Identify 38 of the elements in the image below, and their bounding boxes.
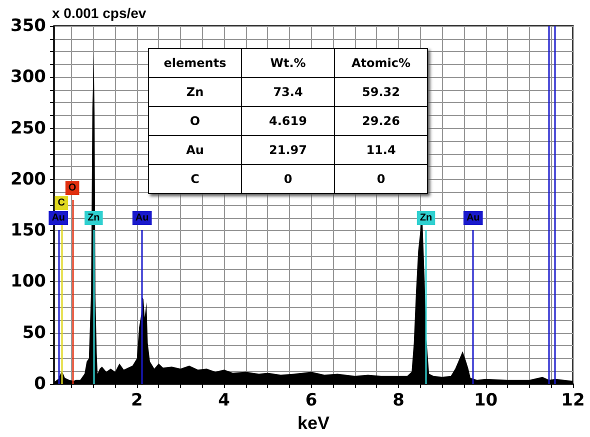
ref-line-label: C <box>58 198 66 209</box>
annotation: 4.619 <box>242 106 334 136</box>
x-tick-label: 12 <box>561 390 585 410</box>
y-tick-label: 350 <box>10 16 46 36</box>
x-tick-label: 6 <box>305 390 318 410</box>
annotation: 0 <box>242 164 334 194</box>
annotation: 11.4 <box>334 136 428 164</box>
y-tick-label: 300 <box>10 67 46 88</box>
y-tick-label: 200 <box>10 169 46 190</box>
annotation: Wt.% <box>242 48 334 78</box>
x-tick-label: 8 <box>392 390 404 410</box>
ref-line-label: Au <box>52 212 66 224</box>
annotation: 29.26 <box>334 106 428 136</box>
annotation: Zn <box>148 78 242 106</box>
annotation: Atomic% <box>334 48 428 78</box>
x-tick-label: 4 <box>218 390 230 410</box>
y-tick-label: 250 <box>10 118 46 138</box>
ref-line-label: O <box>68 182 76 194</box>
ref-line-label: Zn <box>420 212 432 224</box>
x-tick-label: 2 <box>130 390 143 410</box>
y-axis-title: x 0.001 cps/ev <box>52 5 146 21</box>
x-axis-title: keV <box>297 412 330 433</box>
annotation: 59.32 <box>334 78 428 106</box>
y-tick-label: 0 <box>34 374 46 394</box>
annotation: 73.4 <box>242 78 334 106</box>
annotation: 0 <box>334 164 428 194</box>
y-tick-label: 50 <box>22 322 46 343</box>
y-tick-label: 150 <box>10 220 46 241</box>
ref-line-label: Au <box>135 212 149 224</box>
ref-line-label: Zn <box>88 212 100 224</box>
annotation: elements <box>148 48 242 78</box>
ref-line-label: Au <box>466 212 480 224</box>
y-tick-label: 100 <box>10 272 46 292</box>
annotation: 21.97 <box>242 136 334 164</box>
annotation: Au <box>148 136 242 164</box>
annotation: O <box>148 106 242 136</box>
x-tick-label: 10 <box>474 390 498 410</box>
annotation: C <box>148 164 242 194</box>
